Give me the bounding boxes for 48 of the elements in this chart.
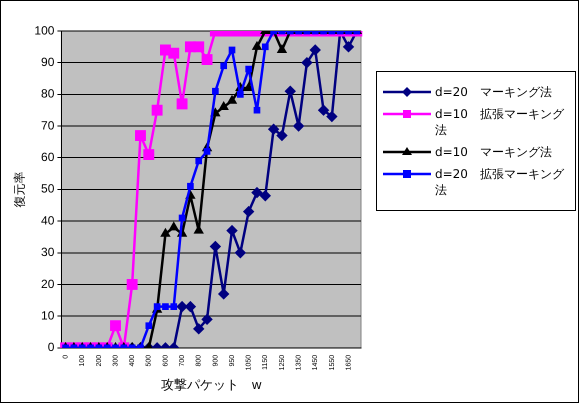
point (326, 111, 338, 122)
point (187, 182, 194, 190)
point (210, 240, 221, 252)
y-tick-label: 20 (41, 276, 55, 291)
point (243, 206, 254, 218)
point (251, 187, 262, 198)
point (168, 48, 180, 59)
point (135, 130, 146, 142)
x-axis-title: 攻撃パケット w (161, 376, 262, 392)
point (276, 130, 288, 142)
point (220, 62, 228, 70)
y-tick-label: 80 (41, 86, 55, 101)
legend-label: d=10 拡張マーキング法 (435, 106, 566, 138)
y-tick-label: 100 (34, 23, 55, 38)
point (262, 44, 269, 50)
point (234, 247, 246, 258)
y-tick-label: 60 (41, 150, 55, 164)
point (237, 91, 244, 98)
point (318, 104, 330, 116)
point (204, 148, 210, 155)
y-tick-label: 0 (48, 340, 55, 354)
point (176, 98, 188, 110)
y-tick-label: 30 (41, 245, 55, 260)
point (168, 222, 179, 230)
point (301, 57, 312, 68)
point (212, 88, 219, 95)
point (226, 225, 238, 236)
point (254, 106, 260, 114)
point (195, 158, 202, 164)
y-tick-label: 10 (41, 308, 55, 322)
point (202, 54, 212, 65)
y-tick-label: 40 (41, 213, 55, 228)
point (160, 228, 170, 237)
legend-label: d=20 マーキング法 (435, 84, 552, 100)
y-tick-label: 70 (41, 118, 55, 132)
y-axis-title: 復元率 (12, 171, 27, 208)
point (293, 120, 304, 132)
y-tick-label: 50 (41, 182, 55, 196)
y-tick-label: 90 (41, 54, 55, 69)
point (152, 104, 163, 116)
legend-label: d=20 拡張マーキング法 (435, 166, 566, 198)
point (260, 190, 271, 202)
point (245, 66, 252, 72)
legend-label: d=10 マーキング法 (435, 144, 552, 160)
point (178, 214, 186, 222)
point (143, 149, 154, 160)
point (268, 124, 280, 135)
point (310, 44, 321, 56)
